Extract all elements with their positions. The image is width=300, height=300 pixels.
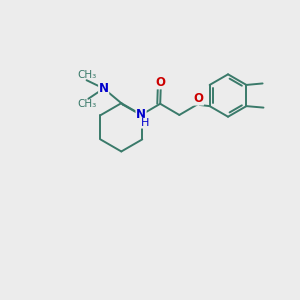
Text: O: O: [156, 76, 166, 89]
Text: CH₃: CH₃: [77, 99, 97, 109]
Text: CH₃: CH₃: [77, 70, 96, 80]
Text: O: O: [194, 92, 203, 105]
Text: N: N: [136, 109, 146, 122]
Text: N: N: [99, 82, 109, 95]
Text: H: H: [140, 118, 149, 128]
